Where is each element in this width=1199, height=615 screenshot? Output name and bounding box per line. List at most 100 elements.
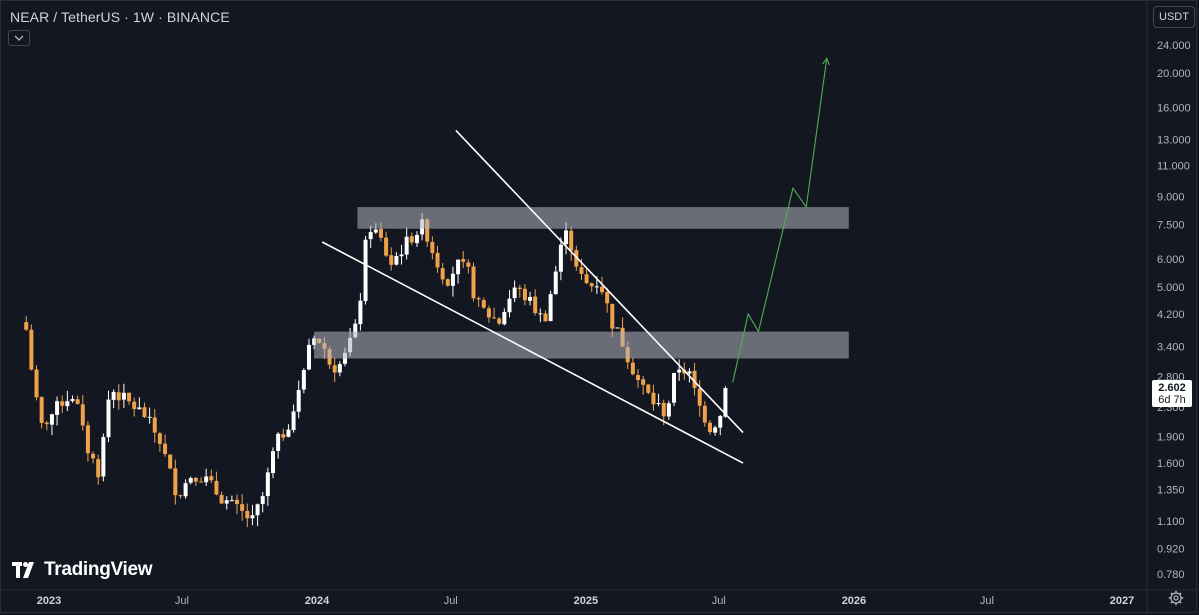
candle-body — [199, 481, 204, 483]
candle-body — [538, 313, 543, 315]
candle — [235, 494, 240, 515]
candle-body — [34, 369, 39, 398]
candle — [332, 357, 337, 383]
price-tick-label: 1.600 — [1157, 458, 1185, 470]
resistance-zone[interactable] — [357, 207, 849, 229]
price-tick-label: 9.000 — [1157, 191, 1185, 203]
candle — [692, 362, 697, 396]
candle-body — [548, 294, 553, 322]
candle — [569, 226, 574, 261]
candle-body — [553, 271, 558, 295]
price-tick-label: 13.000 — [1157, 135, 1191, 147]
candle — [265, 467, 270, 506]
candle-body — [132, 401, 137, 409]
candle — [111, 389, 116, 409]
logo-text: TradingView — [44, 559, 153, 580]
support-zone[interactable] — [314, 331, 849, 359]
price-tick-label: 7.500 — [1157, 220, 1185, 232]
candle — [646, 384, 651, 395]
candle — [65, 390, 70, 412]
candle — [538, 308, 543, 323]
candle-body — [723, 388, 728, 417]
candle — [610, 303, 615, 337]
candle-body — [574, 250, 579, 267]
candle-body — [245, 510, 250, 519]
candle — [558, 237, 563, 281]
candle — [152, 409, 157, 443]
last-price-value: 2.602 — [1158, 382, 1186, 394]
time-axis[interactable]: 2023 Jul 2024 Jul 2025 Jul 2026 Jul 2027 — [37, 595, 1134, 607]
lower-trendline[interactable] — [321, 241, 744, 464]
candle — [471, 262, 476, 302]
candle-body — [702, 405, 707, 423]
candle-body — [363, 239, 368, 302]
gear-icon[interactable] — [1168, 590, 1184, 606]
candle-body — [147, 416, 152, 418]
candle-body — [96, 459, 101, 478]
currency-selector[interactable]: USDT — [1153, 6, 1195, 28]
candle-body — [399, 254, 404, 257]
tradingview-logo[interactable]: TradingView — [12, 559, 153, 581]
candle — [492, 307, 497, 319]
candle — [363, 235, 368, 305]
time-tick-label: Jul — [444, 595, 458, 607]
candle-body — [219, 494, 224, 504]
price-tick-label: 20.000 — [1157, 68, 1191, 80]
candle-body — [671, 372, 676, 403]
candle-body — [450, 273, 455, 286]
candle — [389, 247, 394, 271]
candle — [399, 244, 404, 265]
candle — [713, 425, 718, 436]
candle — [60, 395, 65, 414]
candle — [435, 245, 440, 273]
candle-body — [49, 414, 54, 425]
candle-body — [75, 399, 80, 404]
candle-body — [91, 453, 96, 459]
time-tick-label: Jul — [175, 595, 189, 607]
candle-body — [440, 268, 445, 280]
candle-body — [579, 267, 584, 274]
candle-body — [404, 236, 409, 255]
candle — [250, 504, 255, 526]
trendlines-layer — [321, 129, 744, 464]
candle-body — [368, 232, 373, 240]
symbol-title[interactable]: NEAR / TetherUS · 1W · BINANCE — [10, 9, 230, 25]
candle — [306, 338, 311, 371]
candle — [584, 267, 589, 285]
candle — [147, 407, 152, 424]
candle-body — [486, 308, 491, 318]
price-tick-label: 5.000 — [1157, 282, 1185, 294]
collapse-legend-button[interactable] — [8, 30, 30, 46]
projection-path[interactable] — [732, 58, 828, 383]
price-tick-label: 24.000 — [1157, 40, 1191, 52]
candle-body — [378, 228, 383, 238]
candle — [291, 404, 296, 433]
candle-body — [265, 472, 270, 497]
candle — [137, 397, 142, 410]
candle-body — [224, 500, 229, 504]
candle — [414, 231, 419, 247]
price-tick-label: 1.900 — [1157, 432, 1185, 444]
candle — [204, 468, 209, 486]
time-tick-label: Jul — [712, 595, 726, 607]
candle-body — [173, 468, 178, 496]
price-axis[interactable]: 24.000 20.000 16.000 13.000 11.000 9.000 7.500… — [1157, 40, 1191, 581]
candle-body — [435, 252, 440, 268]
price-tick-label: 1.100 — [1157, 516, 1185, 528]
candle — [636, 369, 641, 388]
candle-body — [394, 256, 399, 265]
candle-body — [445, 279, 450, 286]
candle-body — [85, 425, 90, 454]
candle-body — [188, 478, 193, 483]
candle — [507, 290, 512, 318]
candle — [214, 471, 219, 496]
price-tick-label: 0.920 — [1157, 544, 1185, 556]
candle-body — [558, 244, 563, 272]
projection-layer — [732, 57, 830, 383]
candle-body — [39, 397, 44, 423]
candle-body — [517, 287, 522, 289]
upper-trendline[interactable] — [455, 129, 744, 434]
candle — [116, 384, 121, 410]
